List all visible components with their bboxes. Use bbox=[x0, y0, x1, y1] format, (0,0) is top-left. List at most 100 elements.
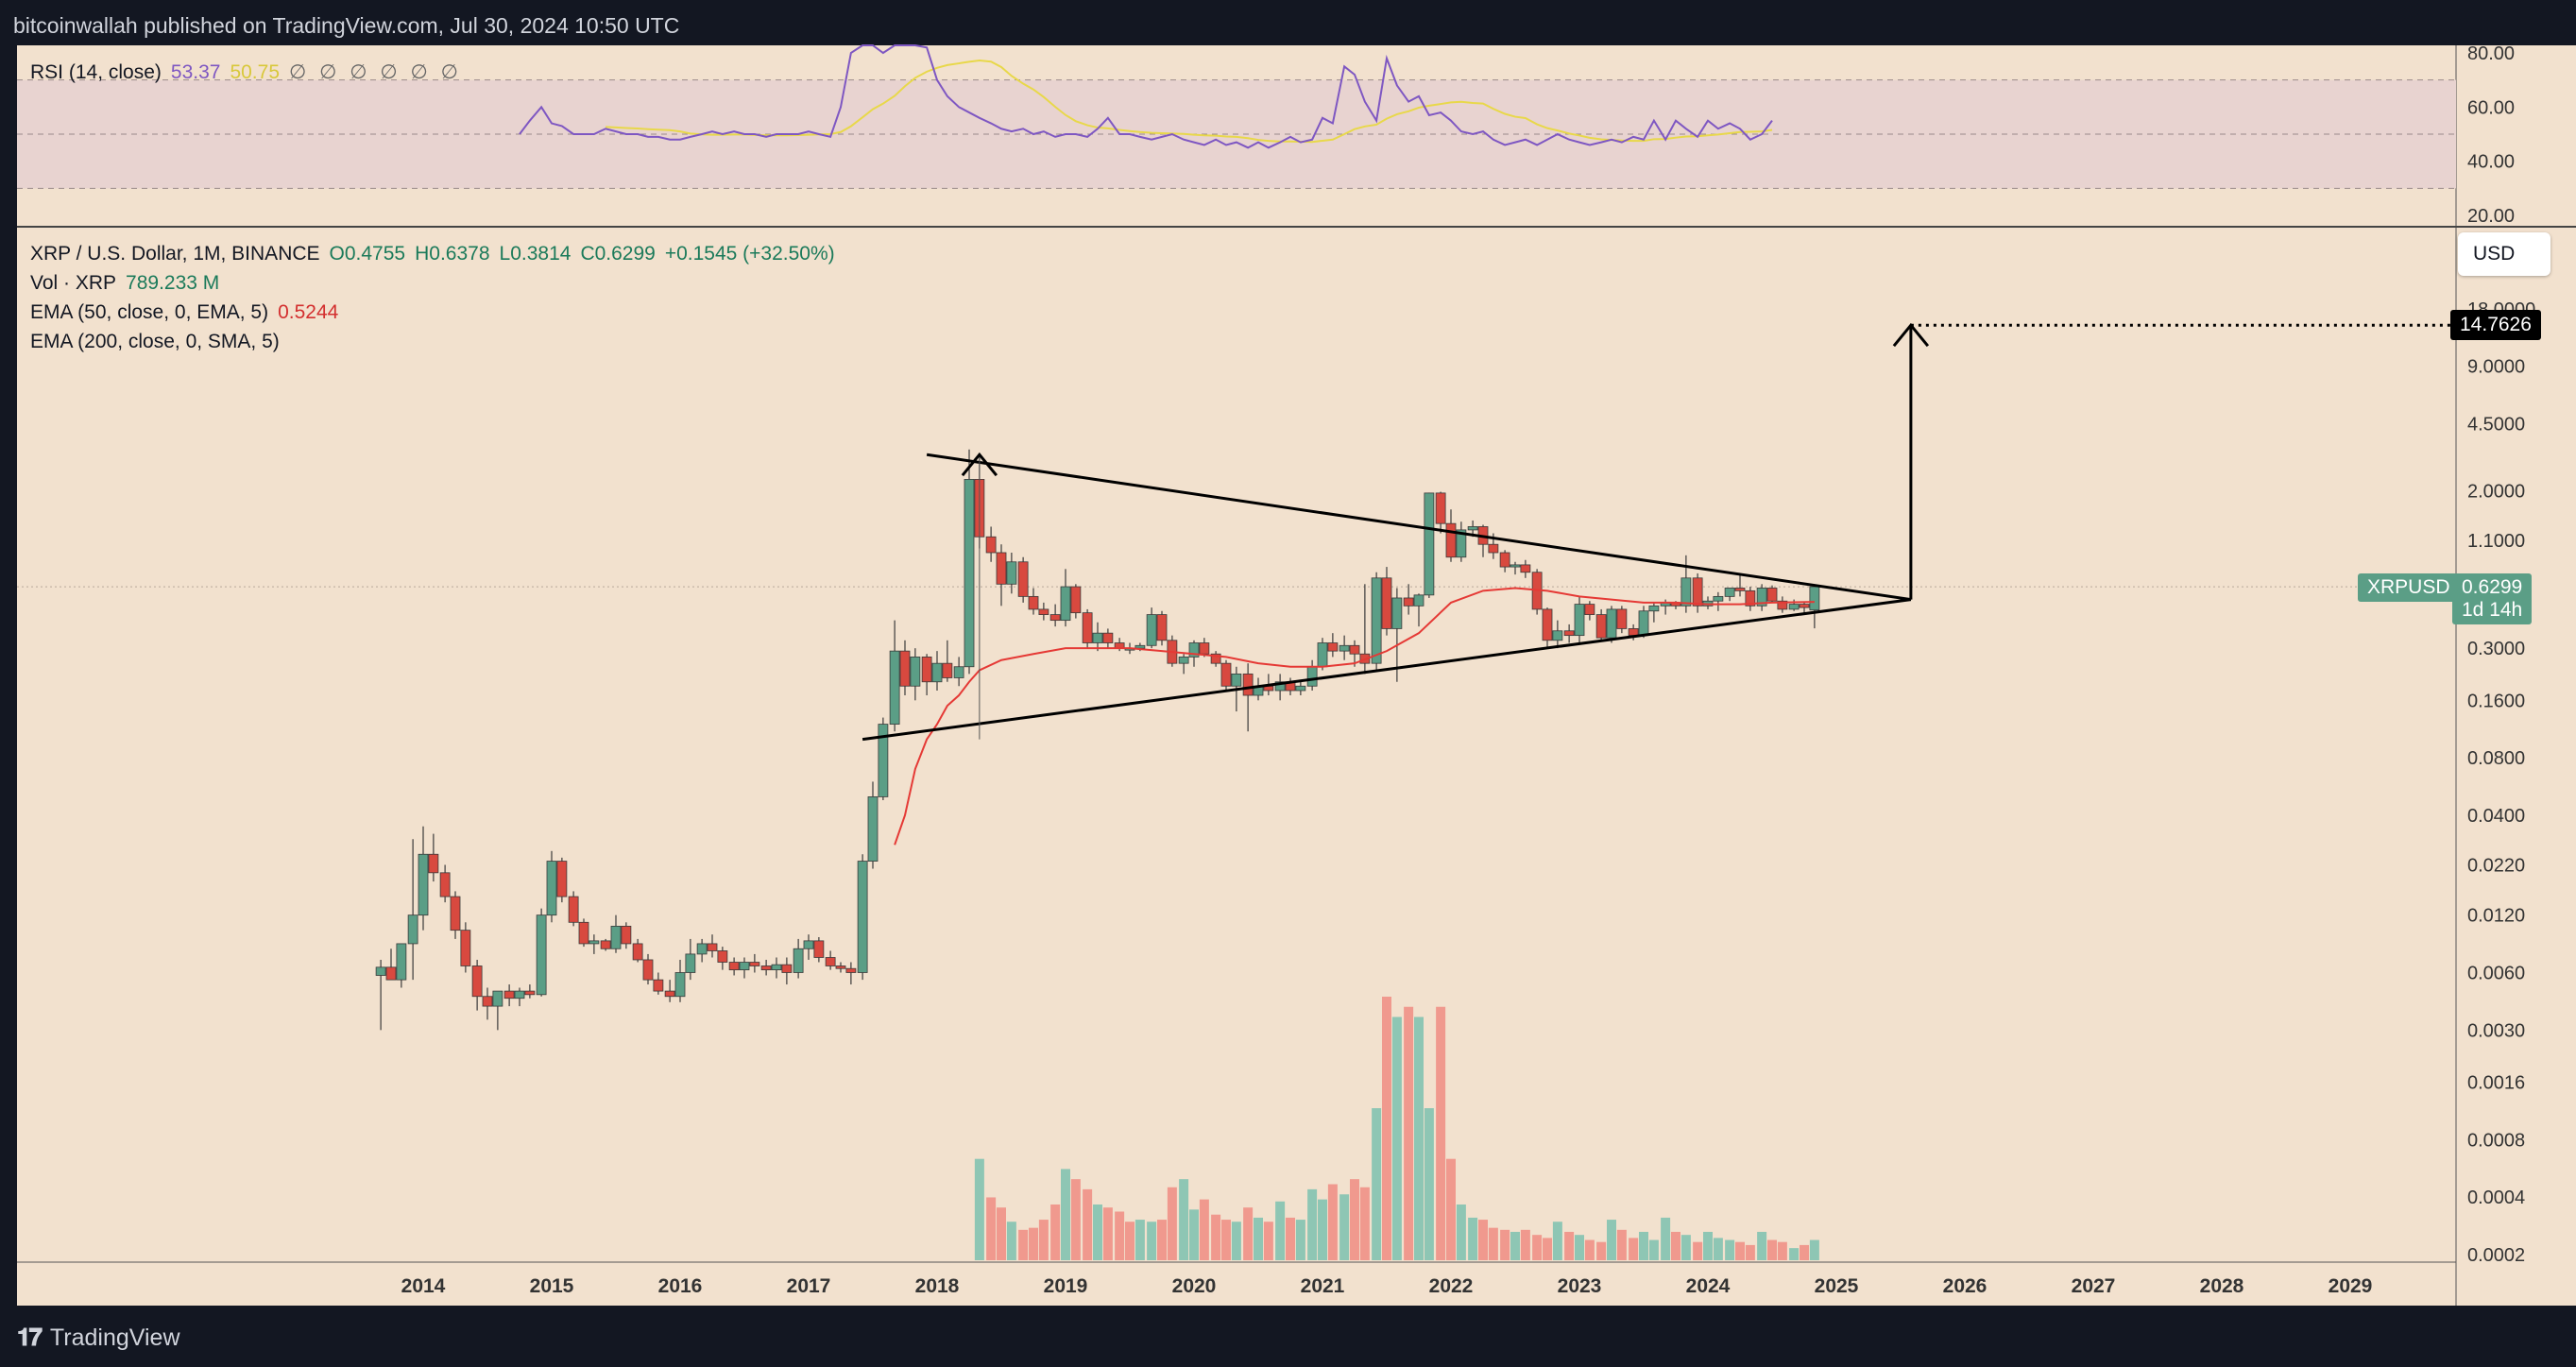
candle-body bbox=[1563, 630, 1575, 637]
candle-body bbox=[1542, 608, 1553, 641]
candle-body bbox=[889, 650, 900, 725]
candle-body bbox=[632, 943, 643, 961]
candle-body bbox=[964, 479, 975, 668]
candle-body bbox=[1724, 588, 1735, 597]
volume-legend-label: Vol · XRP bbox=[30, 272, 117, 294]
candle-body bbox=[492, 990, 503, 1007]
volume-bar bbox=[1179, 1179, 1189, 1260]
volume-bar bbox=[1157, 1220, 1167, 1260]
currency-button[interactable]: USD bbox=[2458, 232, 2550, 276]
candle-body bbox=[942, 662, 953, 678]
candle-body bbox=[536, 914, 547, 996]
volume-bar bbox=[1456, 1204, 1466, 1260]
candle-body bbox=[878, 724, 889, 797]
candle-body bbox=[428, 853, 439, 874]
ema200-legend: EMA (200, close, 0, SMA, 5) bbox=[30, 331, 289, 353]
footer: 𝟏𝟕 TradingView bbox=[17, 1323, 180, 1353]
candle-body bbox=[1628, 628, 1639, 637]
volume-bar bbox=[1564, 1231, 1575, 1260]
volume-bar bbox=[1596, 1241, 1607, 1260]
candle-body bbox=[793, 948, 804, 973]
candle-body bbox=[1242, 673, 1254, 696]
candle-body bbox=[1049, 614, 1061, 622]
candle-body bbox=[1306, 666, 1318, 687]
candle-body bbox=[450, 896, 461, 931]
candle-body bbox=[1028, 595, 1039, 610]
candle-body bbox=[524, 990, 536, 996]
volume-bar bbox=[1061, 1169, 1070, 1260]
candle-body bbox=[1552, 630, 1563, 641]
candle-body bbox=[1435, 492, 1446, 524]
x-axis-tick: 2016 bbox=[658, 1275, 703, 1297]
last-price-value: 0.6299 bbox=[2462, 576, 2523, 599]
candle-body bbox=[1006, 561, 1017, 585]
open-value: O0.4755 bbox=[329, 243, 406, 265]
volume-legend-value: 789.233 M bbox=[126, 272, 220, 294]
low-value: L0.3814 bbox=[499, 243, 571, 265]
volume-bar bbox=[1391, 1017, 1402, 1260]
price-axis-tick: 2.0000 bbox=[2467, 482, 2525, 503]
x-axis-tick: 2024 bbox=[1686, 1275, 1731, 1297]
candle-body bbox=[1467, 526, 1478, 531]
price-axis-tick: 0.0008 bbox=[2467, 1130, 2525, 1151]
volume-bar bbox=[1661, 1217, 1671, 1260]
volume-bar bbox=[1254, 1217, 1263, 1260]
candle-body bbox=[610, 925, 622, 949]
volume-bar bbox=[1275, 1201, 1286, 1260]
volume-bar bbox=[1231, 1222, 1241, 1260]
lower-trendline[interactable] bbox=[862, 598, 1912, 742]
volume-bar bbox=[1199, 1199, 1209, 1260]
volume-bar bbox=[1102, 1207, 1113, 1260]
footer-brand[interactable]: TradingView bbox=[49, 1324, 180, 1351]
close-value: C0.6299 bbox=[580, 243, 656, 265]
volume-bar bbox=[1767, 1239, 1777, 1260]
chart-background bbox=[17, 45, 2456, 1262]
tradingview-logo-icon: 𝟏𝟕 bbox=[17, 1323, 43, 1351]
candle-body bbox=[1188, 642, 1200, 658]
volume-bar bbox=[1307, 1188, 1318, 1260]
x-axis-tick: 2018 bbox=[915, 1275, 960, 1297]
volume-bar bbox=[1006, 1222, 1016, 1260]
high-value: H0.6378 bbox=[415, 243, 490, 265]
volume-bar bbox=[1703, 1231, 1713, 1260]
price-axis-tick: 0.0120 bbox=[2467, 906, 2525, 927]
volume-bar bbox=[1029, 1227, 1038, 1260]
price-axis-tick: 0.0002 bbox=[2467, 1245, 2525, 1266]
volume-bar bbox=[1500, 1229, 1510, 1260]
x-axis-tick: 2017 bbox=[787, 1275, 831, 1297]
ema50-legend-value: 0.5244 bbox=[278, 301, 339, 323]
candle-body bbox=[1102, 632, 1114, 643]
volume-bar bbox=[1510, 1231, 1520, 1260]
candle-body bbox=[1680, 577, 1692, 607]
upper-trendline[interactable] bbox=[926, 453, 1912, 602]
volume-bar bbox=[1789, 1248, 1800, 1260]
candle-body bbox=[985, 536, 997, 554]
volume-bar bbox=[1616, 1229, 1627, 1260]
volume-bar bbox=[986, 1197, 997, 1260]
x-axis-tick: 2029 bbox=[2329, 1275, 2373, 1297]
candle-body bbox=[749, 962, 760, 966]
candle-body bbox=[685, 953, 696, 973]
x-axis-background bbox=[17, 1262, 2456, 1306]
candle-body bbox=[1391, 597, 1403, 629]
candle-body bbox=[953, 666, 964, 678]
ohlc-legend: XRP / U.S. Dollar, 1M, BINANCE O0.4755 H0.… bbox=[30, 243, 844, 265]
candle-body bbox=[375, 966, 386, 976]
price-axis-tick: 0.0400 bbox=[2467, 806, 2525, 827]
volume-bar bbox=[1424, 1108, 1434, 1260]
volume-bar bbox=[1725, 1239, 1735, 1260]
rsi-legend-extra: ∅ ∅ ∅ ∅ ∅ ∅ bbox=[289, 61, 462, 83]
volume-bar bbox=[1221, 1220, 1231, 1260]
x-axis-tick: 2023 bbox=[1558, 1275, 1602, 1297]
volume-bar bbox=[1083, 1188, 1093, 1260]
volume-bar bbox=[1404, 1006, 1414, 1260]
candle-body bbox=[1488, 543, 1499, 554]
candle-body bbox=[642, 959, 654, 981]
candle-body bbox=[460, 930, 471, 966]
rsi-legend-label: RSI (14, close) bbox=[30, 61, 162, 83]
price-axis-tick: 0.0016 bbox=[2467, 1073, 2525, 1094]
target-price-tag: 14.7626 bbox=[2450, 310, 2541, 341]
rsi-axis-tick: 80.00 bbox=[2467, 43, 2515, 64]
ema200-legend-label: EMA (200, close, 0, SMA, 5) bbox=[30, 331, 280, 352]
